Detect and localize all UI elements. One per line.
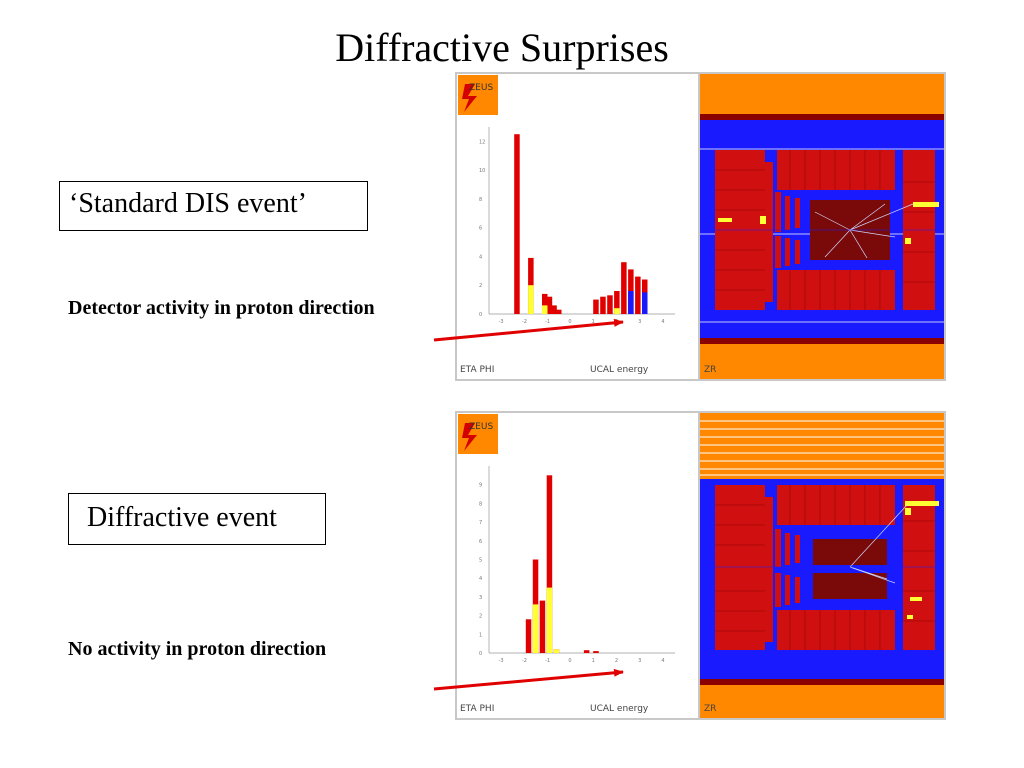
y-tick-label: 4 bbox=[479, 576, 482, 582]
detector-zr-view-2: ZR bbox=[700, 413, 944, 718]
x-tick-label: -2 bbox=[522, 658, 527, 664]
x-tick-label: 2 bbox=[615, 319, 618, 325]
x-tick-label: 1 bbox=[592, 319, 595, 325]
hist-bar-red bbox=[583, 650, 590, 653]
hist-bar-yellow bbox=[532, 604, 539, 653]
y-tick-label: 2 bbox=[479, 283, 482, 289]
hist-bar-yellow bbox=[546, 587, 553, 653]
standard-event-display: ZEUS -3 -2 -1 0 1 2 3 4 0 2 4 6 8 10 12 ETA PHI UCAL e… bbox=[455, 72, 946, 381]
x-tick-label: -2 bbox=[522, 319, 527, 325]
x-tick-label: 2 bbox=[615, 658, 618, 664]
slide-title: Diffractive Surprises bbox=[335, 25, 669, 70]
y-tick-label: 8 bbox=[479, 501, 482, 507]
hist-bar-red bbox=[546, 475, 553, 653]
x-tick-label: 1 bbox=[592, 658, 595, 664]
x-tick-label: -1 bbox=[545, 319, 550, 325]
zeus-logo-text: ZEUS bbox=[469, 83, 493, 93]
zeus-logo-text: ZEUS bbox=[469, 422, 493, 432]
hist-bar-red bbox=[546, 296, 553, 314]
eta-phi-caption-1: ETA PHI bbox=[460, 365, 494, 375]
y-tick-label: 8 bbox=[479, 197, 482, 203]
eta-phi-caption-2: ETA PHI bbox=[460, 704, 494, 714]
y-tick-label: 0 bbox=[479, 312, 482, 318]
diffractive-label: Diffractive event bbox=[68, 493, 326, 545]
y-tick-label: 6 bbox=[479, 539, 482, 545]
hist-bar-red bbox=[593, 651, 599, 653]
standard-dis-note: Detector activity in proton direction bbox=[68, 297, 375, 319]
ucal-energy-caption-2: UCAL energy bbox=[590, 704, 649, 714]
hist-bar-blue bbox=[628, 291, 634, 314]
x-tick-label: -3 bbox=[499, 658, 504, 664]
y-tick-label: 3 bbox=[479, 595, 482, 601]
hist-bar-red bbox=[635, 276, 641, 314]
zeus-logo-1: ZEUS bbox=[458, 75, 498, 115]
ucal-energy-caption-1: UCAL energy bbox=[590, 365, 649, 375]
hist-bar-red bbox=[525, 619, 532, 653]
y-tick-label: 6 bbox=[479, 226, 482, 232]
hist-bar-yellow bbox=[528, 285, 534, 314]
hist-bar-yellow bbox=[542, 305, 548, 314]
zeus-logo-2: ZEUS bbox=[458, 414, 498, 454]
eta-histogram-diffractive: -3 -2 -1 0 1 2 3 4 0 1 2 3 4 5 6 7 8 9 bbox=[479, 475, 665, 664]
hist-bar-red bbox=[614, 291, 620, 314]
hist-bar-yellow bbox=[614, 308, 620, 314]
x-tick-label: -1 bbox=[545, 658, 550, 664]
x-tick-label: 3 bbox=[638, 319, 641, 325]
y-tick-label: 12 bbox=[479, 139, 485, 145]
hist-bar-red bbox=[621, 262, 627, 314]
y-tick-label: 1 bbox=[479, 632, 482, 638]
hist-bar-red bbox=[542, 293, 548, 314]
y-tick-label: 0 bbox=[479, 651, 482, 657]
y-tick-label: 7 bbox=[479, 520, 482, 526]
x-tick-label: 0 bbox=[568, 319, 571, 325]
hist-bar-red bbox=[551, 305, 557, 314]
diffractive-event-svg: ZEUS -3 -2 -1 0 1 2 3 4 0 1 2 3 4 5 6 7 8 9 ETA PHI UCAL … bbox=[457, 413, 944, 718]
hist-bar-blue bbox=[642, 292, 648, 314]
hist-bar-red bbox=[514, 134, 520, 314]
y-tick-label: 10 bbox=[479, 168, 485, 174]
y-tick-label: 2 bbox=[479, 614, 482, 620]
diffractive-event-display: ZEUS -3 -2 -1 0 1 2 3 4 0 1 2 3 4 5 6 7 8 9 ETA PHI UCAL … bbox=[455, 411, 946, 720]
x-tick-label: 3 bbox=[638, 658, 641, 664]
standard-dis-label: ‘Standard DIS event’ bbox=[59, 181, 368, 231]
x-tick-label: 0 bbox=[568, 658, 571, 664]
hist-bar-red bbox=[556, 309, 562, 314]
detector-zr-view-1: ZR bbox=[700, 74, 944, 379]
y-tick-label: 9 bbox=[479, 483, 482, 489]
hist-bar-red bbox=[607, 295, 613, 314]
hist-bar-red bbox=[593, 299, 599, 314]
x-tick-label: 4 bbox=[661, 319, 664, 325]
y-tick-label: 5 bbox=[479, 558, 482, 564]
y-tick-label: 4 bbox=[479, 255, 482, 261]
hist-bar-yellow bbox=[553, 649, 560, 653]
zr-caption-1: ZR bbox=[704, 365, 716, 375]
hist-bar-red bbox=[600, 296, 606, 314]
x-tick-label: -3 bbox=[499, 319, 504, 325]
zr-caption-2: ZR bbox=[704, 704, 716, 714]
diffractive-note: No activity in proton direction bbox=[68, 638, 327, 660]
hist-bar-red bbox=[539, 600, 546, 653]
x-tick-label: 4 bbox=[661, 658, 664, 664]
